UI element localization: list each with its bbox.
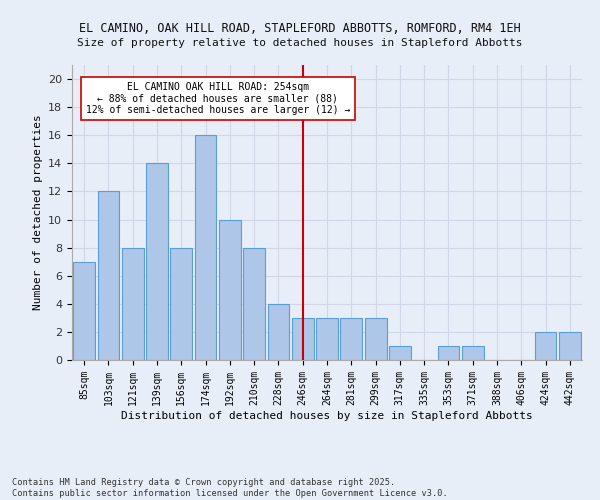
Bar <box>268 304 289 360</box>
Text: Contains HM Land Registry data © Crown copyright and database right 2025.
Contai: Contains HM Land Registry data © Crown c… <box>12 478 448 498</box>
Bar <box>389 346 411 360</box>
Bar <box>170 248 192 360</box>
Text: Size of property relative to detached houses in Stapleford Abbotts: Size of property relative to detached ho… <box>77 38 523 48</box>
Text: EL CAMINO OAK HILL ROAD: 254sqm
← 88% of detached houses are smaller (88)
12% of: EL CAMINO OAK HILL ROAD: 254sqm ← 88% of… <box>86 82 350 115</box>
Bar <box>340 318 362 360</box>
Bar <box>535 332 556 360</box>
Bar <box>97 192 119 360</box>
X-axis label: Distribution of detached houses by size in Stapleford Abbotts: Distribution of detached houses by size … <box>121 410 533 420</box>
Bar <box>146 164 168 360</box>
Bar <box>437 346 460 360</box>
Bar <box>462 346 484 360</box>
Bar <box>122 248 143 360</box>
Bar <box>365 318 386 360</box>
Y-axis label: Number of detached properties: Number of detached properties <box>32 114 43 310</box>
Bar <box>559 332 581 360</box>
Bar <box>292 318 314 360</box>
Bar <box>243 248 265 360</box>
Text: EL CAMINO, OAK HILL ROAD, STAPLEFORD ABBOTTS, ROMFORD, RM4 1EH: EL CAMINO, OAK HILL ROAD, STAPLEFORD ABB… <box>79 22 521 36</box>
Bar <box>194 135 217 360</box>
Bar <box>219 220 241 360</box>
Bar <box>73 262 95 360</box>
Bar <box>316 318 338 360</box>
